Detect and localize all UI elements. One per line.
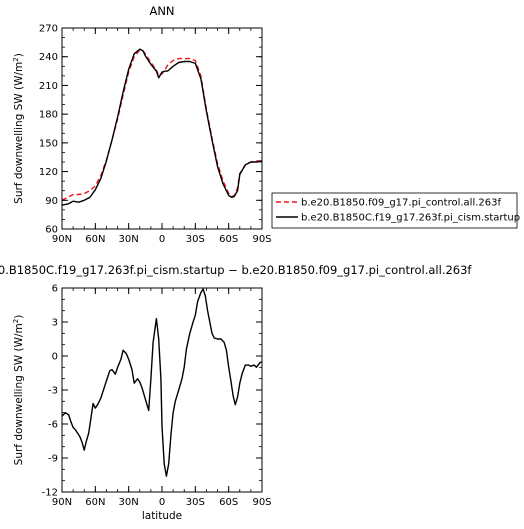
x-tick-label: 30S: [186, 497, 205, 508]
y-tick-label: 270: [39, 24, 58, 35]
legend-box: [271, 192, 518, 229]
plot-frame: [61, 27, 263, 230]
y-tick-label: 0: [52, 352, 58, 363]
x-tick-label: 0: [159, 497, 165, 508]
x-tick-label: 90S: [252, 234, 271, 245]
series-line-2: [61, 48, 263, 206]
y-tick-label: 120: [39, 167, 58, 178]
x-tick-label: 30S: [186, 234, 205, 245]
x-tick-label: 90N: [52, 234, 72, 245]
series-line-1: [61, 288, 263, 477]
y-tick-label: 3: [52, 318, 58, 329]
y-tick-label: 150: [39, 138, 58, 149]
chart-title: ANN: [149, 4, 174, 18]
legend-label-2: b.e20.B1850C.f19_g17.263f.pi_cism.startu…: [301, 213, 520, 224]
y-tick-label: 6: [52, 284, 58, 295]
y-axis-label: Surf downwelling SW (W/m2): [12, 315, 25, 466]
y-axis-label-sup: 2: [12, 57, 20, 61]
y-axis-label: Surf downwelling SW (W/m2): [12, 53, 25, 204]
x-tick-label: 90N: [52, 497, 72, 508]
y-tick-label: -3: [48, 386, 58, 397]
x-tick-label: 30N: [119, 497, 139, 508]
x-tick-label: 60N: [85, 234, 105, 245]
y-tick-label: 180: [39, 110, 58, 121]
x-tick-label: 90S: [252, 497, 271, 508]
y-tick-label: -12: [42, 488, 58, 499]
chart-panel-2: b.e20.B1850C.f19_g17.263f.pi_cism.startu…: [0, 263, 472, 522]
y-tick-label: 210: [39, 81, 58, 92]
chart-panel-1: ANN 90N 60N 30N 0 30S 60S 90S 60 90 120 150 180 210 24…: [12, 4, 520, 245]
y-tick-label: -9: [48, 454, 58, 465]
chart-title: b.e20.B1850C.f19_g17.263f.pi_cism.startu…: [0, 263, 472, 277]
y-tick-label: 60: [45, 225, 58, 236]
y-axis-label-main: Surf downwelling SW (W/m: [13, 62, 25, 204]
x-tick-label: 60S: [219, 497, 238, 508]
y-axis-label-end: ): [13, 53, 25, 57]
legend-label-1: b.e20.B1850.f09_g17.pi_control.all.263f: [301, 198, 501, 209]
y-tick-label: -6: [48, 420, 58, 431]
series-line-1: [61, 49, 262, 201]
y-axis-label-main: Surf downwelling SW (W/m: [13, 323, 25, 465]
y-axis-label-end: ): [13, 315, 25, 319]
x-tick-label: 60N: [85, 497, 105, 508]
legend: b.e20.B1850.f09_g17.pi_control.all.263fb…: [271, 192, 520, 229]
y-axis-label-sup: 2: [12, 319, 20, 323]
x-tick-label: 60S: [219, 234, 238, 245]
x-tick-label: 30N: [119, 234, 139, 245]
y-tick-label: 240: [39, 52, 58, 63]
x-tick-label: 0: [159, 234, 165, 245]
x-axis-label: latitude: [142, 510, 182, 522]
y-tick-label: 90: [45, 196, 58, 207]
